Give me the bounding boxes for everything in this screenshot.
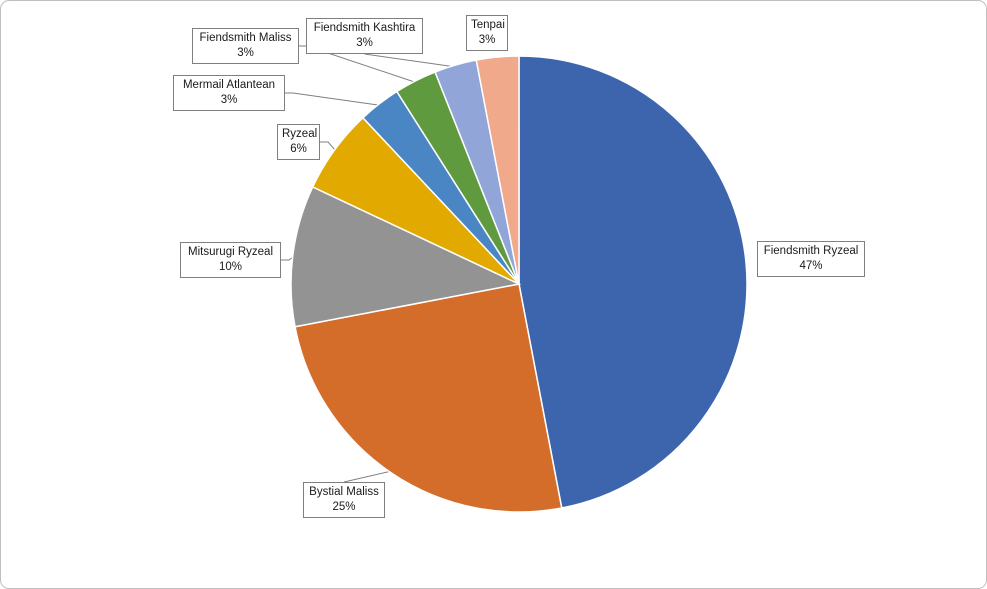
- data-label-percent: 6%: [290, 143, 307, 155]
- data-label-category: Mermail Atlantean: [182, 79, 276, 91]
- pie-slice-mitsurugi-ryzeal: [290, 185, 522, 328]
- leader-line-ryzeal: [320, 141, 337, 152]
- data-label-bystial-maliss: Bystial Maliss 25%: [303, 482, 385, 518]
- data-label-percent: 25%: [332, 501, 356, 513]
- pie-slice-tenpai: [475, 55, 520, 285]
- data-label-ryzeal: Ryzeal 6%: [277, 124, 320, 160]
- data-label-category: Bystial Maliss: [309, 486, 379, 498]
- data-label-percent: 3%: [220, 94, 238, 106]
- data-label-category: Ryzeal: [282, 128, 318, 140]
- data-label-percent: 47%: [799, 260, 823, 272]
- pie-slice-fiendsmith-ryzeal: [518, 55, 748, 509]
- data-label-tenpai: Tenpai 3%: [466, 15, 508, 51]
- data-label-mermail-atlantean: Mermail Atlantean 3%: [173, 75, 285, 111]
- data-label-percent: 3%: [356, 37, 373, 49]
- pie-slices: [290, 55, 748, 513]
- data-label-fiendsmith-maliss: Fiendsmith Maliss 3%: [192, 28, 299, 64]
- pie-slice-bystial-maliss: [294, 283, 563, 513]
- data-label-category: Fiendsmith Ryzeal: [763, 245, 859, 257]
- data-label-mitsurugi-ryzeal: Mitsurugi Ryzeal 10%: [180, 242, 281, 278]
- data-label-percent: 3%: [237, 47, 254, 59]
- data-label-category: Fiendsmith Kashtira: [313, 22, 416, 34]
- leader-line-fiendsmith-kashtira: [364, 53, 457, 68]
- leader-line-mermail-atlantean: [285, 92, 381, 106]
- data-label-category: Fiendsmith Maliss: [199, 32, 292, 44]
- data-label-fiendsmith-ryzeal: Fiendsmith Ryzeal 47%: [757, 241, 865, 277]
- data-label-percent: 3%: [478, 34, 496, 46]
- leader-line-bystial-maliss: [343, 470, 393, 483]
- data-label-category: Mitsurugi Ryzeal: [188, 246, 273, 258]
- data-label-category: Tenpai: [471, 19, 505, 31]
- data-label-fiendsmith-kashtira: Fiendsmith Kashtira 3%: [306, 18, 423, 54]
- data-label-percent: 10%: [218, 261, 243, 273]
